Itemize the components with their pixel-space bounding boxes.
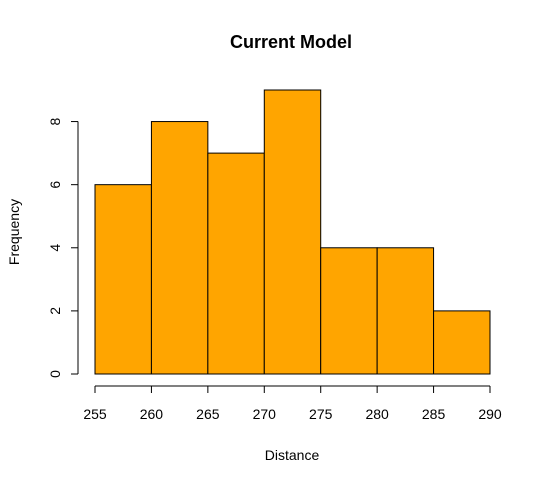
histogram-bar [433, 310, 491, 375]
y-tick-label: 2 [47, 307, 63, 315]
x-tick-label: 275 [309, 406, 333, 422]
x-tick-label: 270 [253, 406, 277, 422]
x-tick-label: 280 [365, 406, 389, 422]
y-tick-label: 6 [47, 181, 63, 189]
y-tick-label: 8 [47, 117, 63, 125]
histogram-bar [320, 247, 378, 375]
histogram-bar [207, 152, 265, 375]
bars-group [94, 89, 491, 375]
x-tick-label: 255 [83, 406, 107, 422]
histogram-bar [263, 89, 322, 375]
y-tick-label: 4 [47, 244, 63, 252]
x-tick-label: 260 [140, 406, 164, 422]
histogram-bar [376, 247, 435, 375]
x-tick-label: 285 [422, 406, 446, 422]
y-axis-label: Frequency [6, 199, 22, 265]
chart-title: Current Model [230, 32, 352, 52]
x-axis: 255 260 265 270 275 280 285 290 [83, 385, 502, 422]
y-tick-label: 0 [47, 370, 63, 378]
x-tick-label: 265 [196, 406, 220, 422]
x-axis-label: Distance [265, 447, 320, 463]
histogram-bar [150, 121, 209, 375]
x-tick-label: 290 [478, 406, 502, 422]
y-axis: 0 2 4 6 8 [47, 117, 79, 378]
histogram-bar [94, 184, 152, 375]
